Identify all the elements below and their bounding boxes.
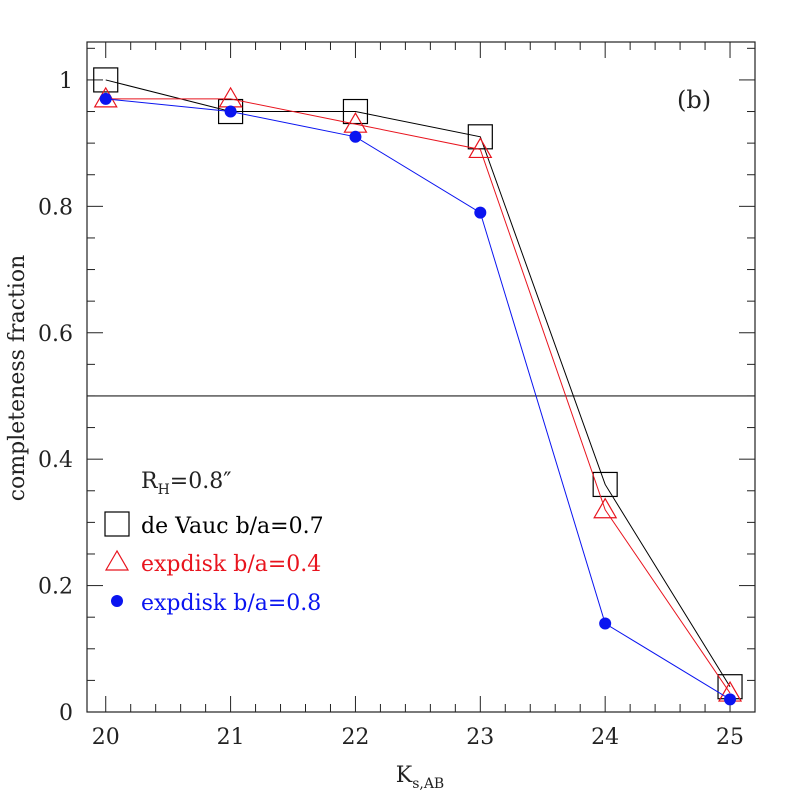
legend-header-sub: H <box>158 482 170 498</box>
x-tick-label: 22 <box>341 725 369 750</box>
panel-label: (b) <box>677 86 711 114</box>
data-point <box>474 206 487 219</box>
axis-ticks <box>87 42 755 713</box>
legend-marker <box>111 595 123 607</box>
x-tick-label: 23 <box>466 725 494 750</box>
data-point <box>599 617 612 630</box>
x-axis-title: Ks,AB <box>396 763 444 792</box>
y-tick-label: 0.6 <box>38 322 73 347</box>
legend-marker <box>104 549 130 571</box>
x-tick-label: 20 <box>92 725 120 750</box>
data-point <box>93 67 119 93</box>
legend-label: expdisk b/a=0.4 <box>141 552 321 577</box>
legend: RH=0.8″ de Vauc b/a=0.7 expdisk b/a=0.4 exp… <box>104 469 324 616</box>
series-0 <box>93 67 743 700</box>
legend-header: RH=0.8″ <box>141 469 231 498</box>
data-point <box>218 86 243 108</box>
legend-header-main: R <box>141 469 159 494</box>
data-point <box>349 130 362 143</box>
legend-item: expdisk b/a=0.4 <box>104 549 321 577</box>
tick-labels: 20 21 22 23 24 25 0 0.2 0.4 0.6 0.8 1 <box>38 69 744 750</box>
data-point <box>99 92 112 105</box>
x-tick-label: 25 <box>716 725 744 750</box>
y-tick-label: 0.8 <box>38 195 73 220</box>
y-tick-label: 1 <box>59 69 73 94</box>
plot-frame <box>86 41 756 713</box>
series-line <box>105 98 731 694</box>
y-tick-label: 0 <box>59 701 73 726</box>
data-point <box>593 497 618 519</box>
series-2 <box>99 92 737 706</box>
legend-marker <box>104 511 130 537</box>
data-point <box>217 98 244 125</box>
legend-item: expdisk b/a=0.8 <box>111 591 321 616</box>
y-tick-label: 0.2 <box>38 575 73 600</box>
series-line <box>105 98 731 700</box>
y-axis-title: completeness fraction <box>5 255 30 502</box>
legend-header-rest: =0.8″ <box>170 469 232 494</box>
plot-area <box>86 41 756 713</box>
x-axis-title-main: K <box>396 763 413 788</box>
data-point <box>592 471 618 498</box>
legend-item: de Vauc b/a=0.7 <box>104 511 324 539</box>
y-tick-label: 0.4 <box>38 448 73 473</box>
data-point <box>342 98 369 125</box>
series-layer <box>93 67 743 706</box>
x-tick-label: 24 <box>591 725 619 750</box>
data-point <box>724 693 737 706</box>
data-point <box>224 105 237 118</box>
x-tick-label: 21 <box>217 725 245 750</box>
legend-label: de Vauc b/a=0.7 <box>141 514 324 539</box>
legend-label: expdisk b/a=0.8 <box>141 591 321 616</box>
series-line <box>105 79 731 687</box>
data-point <box>467 124 493 150</box>
data-point <box>468 137 493 159</box>
x-axis-title-sub: s,AB <box>412 776 444 792</box>
